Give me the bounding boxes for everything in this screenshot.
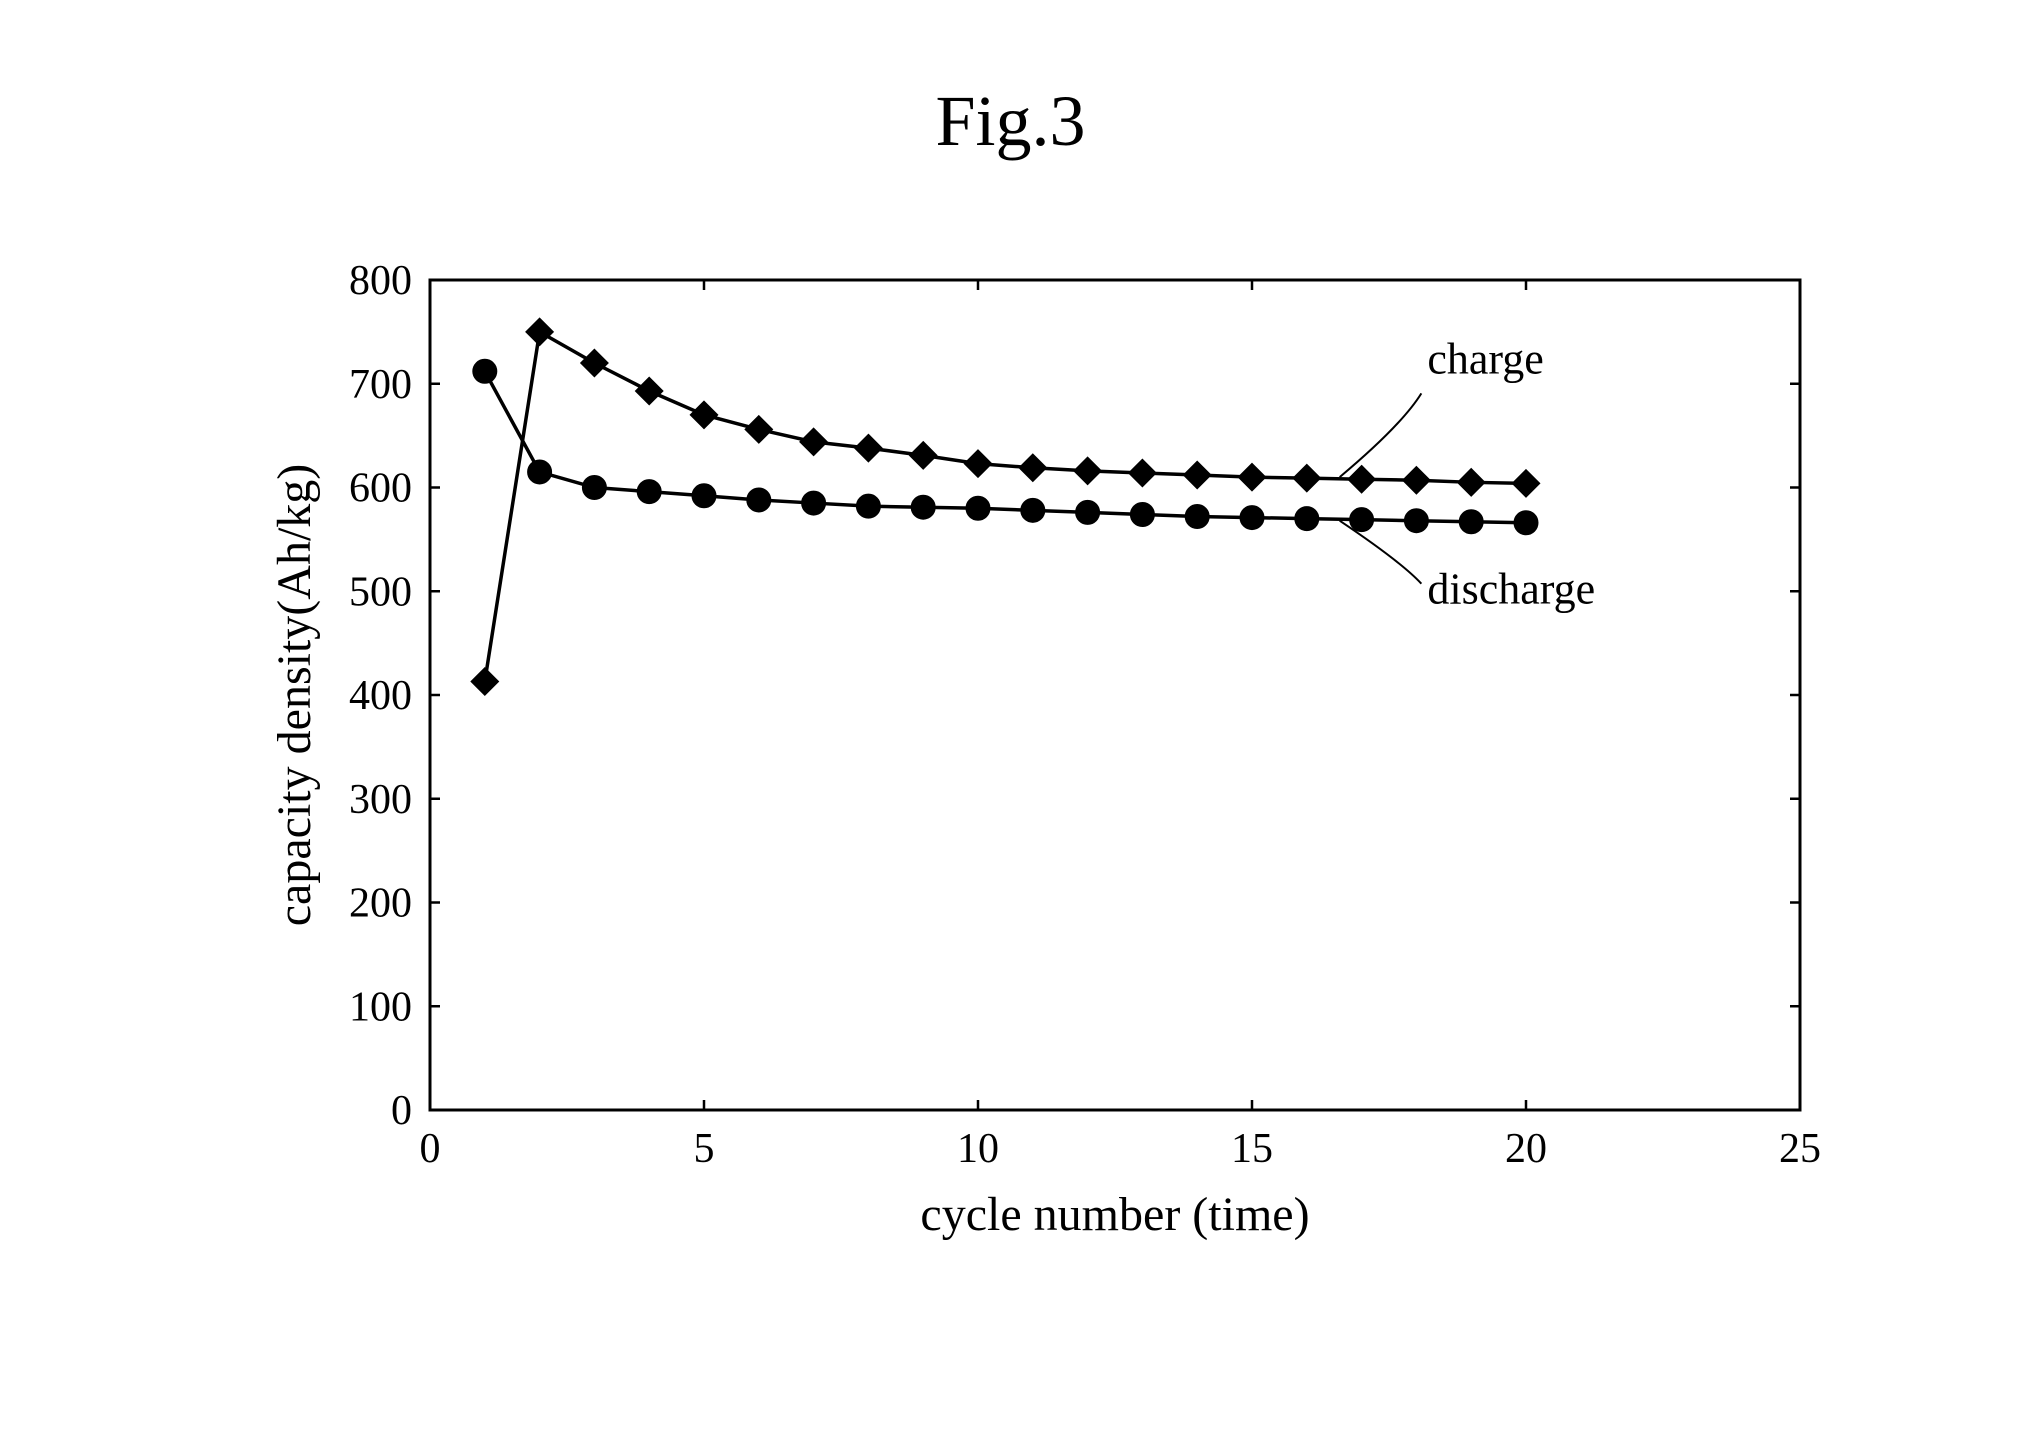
marker-discharge bbox=[747, 488, 771, 512]
x-tick-label: 5 bbox=[694, 1126, 715, 1172]
plot-area bbox=[430, 280, 1800, 1110]
y-tick-label: 500 bbox=[349, 569, 412, 615]
y-tick-label: 600 bbox=[349, 466, 412, 512]
y-tick-label: 200 bbox=[349, 881, 412, 927]
marker-discharge bbox=[1185, 505, 1209, 529]
marker-discharge bbox=[692, 484, 716, 508]
marker-charge bbox=[855, 434, 883, 462]
marker-discharge bbox=[473, 359, 497, 383]
marker-discharge bbox=[1514, 511, 1538, 535]
marker-discharge bbox=[966, 496, 990, 520]
marker-charge bbox=[1019, 454, 1047, 482]
x-tick-label: 15 bbox=[1231, 1126, 1273, 1172]
y-tick-label: 300 bbox=[349, 777, 412, 823]
marker-discharge bbox=[911, 495, 935, 519]
marker-discharge bbox=[1021, 498, 1045, 522]
x-axis-title: cycle number (time) bbox=[920, 1188, 1309, 1241]
series-line-charge bbox=[485, 332, 1526, 682]
annotation-leader-charge bbox=[1340, 393, 1422, 477]
marker-discharge bbox=[1350, 508, 1374, 532]
marker-discharge bbox=[637, 480, 661, 504]
x-tick-label: 10 bbox=[957, 1126, 999, 1172]
y-tick-label: 0 bbox=[391, 1088, 412, 1134]
x-tick-label: 25 bbox=[1779, 1126, 1820, 1172]
x-tick-label: 20 bbox=[1505, 1126, 1547, 1172]
y-tick-label: 800 bbox=[349, 260, 412, 304]
annotation-label-charge: charge bbox=[1427, 334, 1543, 383]
marker-charge bbox=[1183, 461, 1211, 489]
marker-charge bbox=[526, 318, 554, 346]
marker-charge bbox=[1457, 469, 1485, 497]
y-axis-title: capacity density(Ah/kg) bbox=[268, 464, 321, 927]
capacity-vs-cycle-chart: 0 5 10 15 20 25 0 100 200 300 400 500 600 700 800 capac… bbox=[260, 260, 1820, 1310]
marker-charge bbox=[1293, 464, 1321, 492]
figure-title: Fig.3 bbox=[0, 80, 2021, 163]
marker-discharge bbox=[1076, 500, 1100, 524]
marker-charge bbox=[1512, 470, 1540, 498]
marker-charge bbox=[745, 416, 773, 444]
marker-charge bbox=[1403, 466, 1431, 494]
marker-discharge bbox=[1295, 507, 1319, 531]
y-tick-label: 400 bbox=[349, 673, 412, 719]
annotation-label-discharge: discharge bbox=[1427, 565, 1595, 614]
marker-discharge bbox=[1459, 510, 1483, 534]
marker-charge bbox=[635, 377, 663, 405]
marker-discharge bbox=[582, 476, 606, 500]
marker-discharge bbox=[1404, 509, 1428, 533]
y-tick-label: 700 bbox=[349, 362, 412, 408]
marker-discharge bbox=[528, 460, 552, 484]
marker-charge bbox=[909, 442, 937, 470]
marker-discharge bbox=[856, 494, 880, 518]
marker-charge bbox=[690, 401, 718, 429]
marker-charge bbox=[964, 450, 992, 478]
marker-charge bbox=[1238, 463, 1266, 491]
marker-discharge bbox=[802, 491, 826, 515]
y-tick-label: 100 bbox=[349, 984, 412, 1030]
marker-charge bbox=[581, 349, 609, 377]
marker-charge bbox=[1129, 459, 1157, 487]
x-tick-label: 0 bbox=[420, 1126, 441, 1172]
marker-charge bbox=[800, 428, 828, 456]
marker-discharge bbox=[1130, 502, 1154, 526]
marker-charge bbox=[1348, 465, 1376, 493]
marker-charge bbox=[1074, 457, 1102, 485]
marker-discharge bbox=[1240, 506, 1264, 530]
marker-charge bbox=[471, 668, 499, 696]
